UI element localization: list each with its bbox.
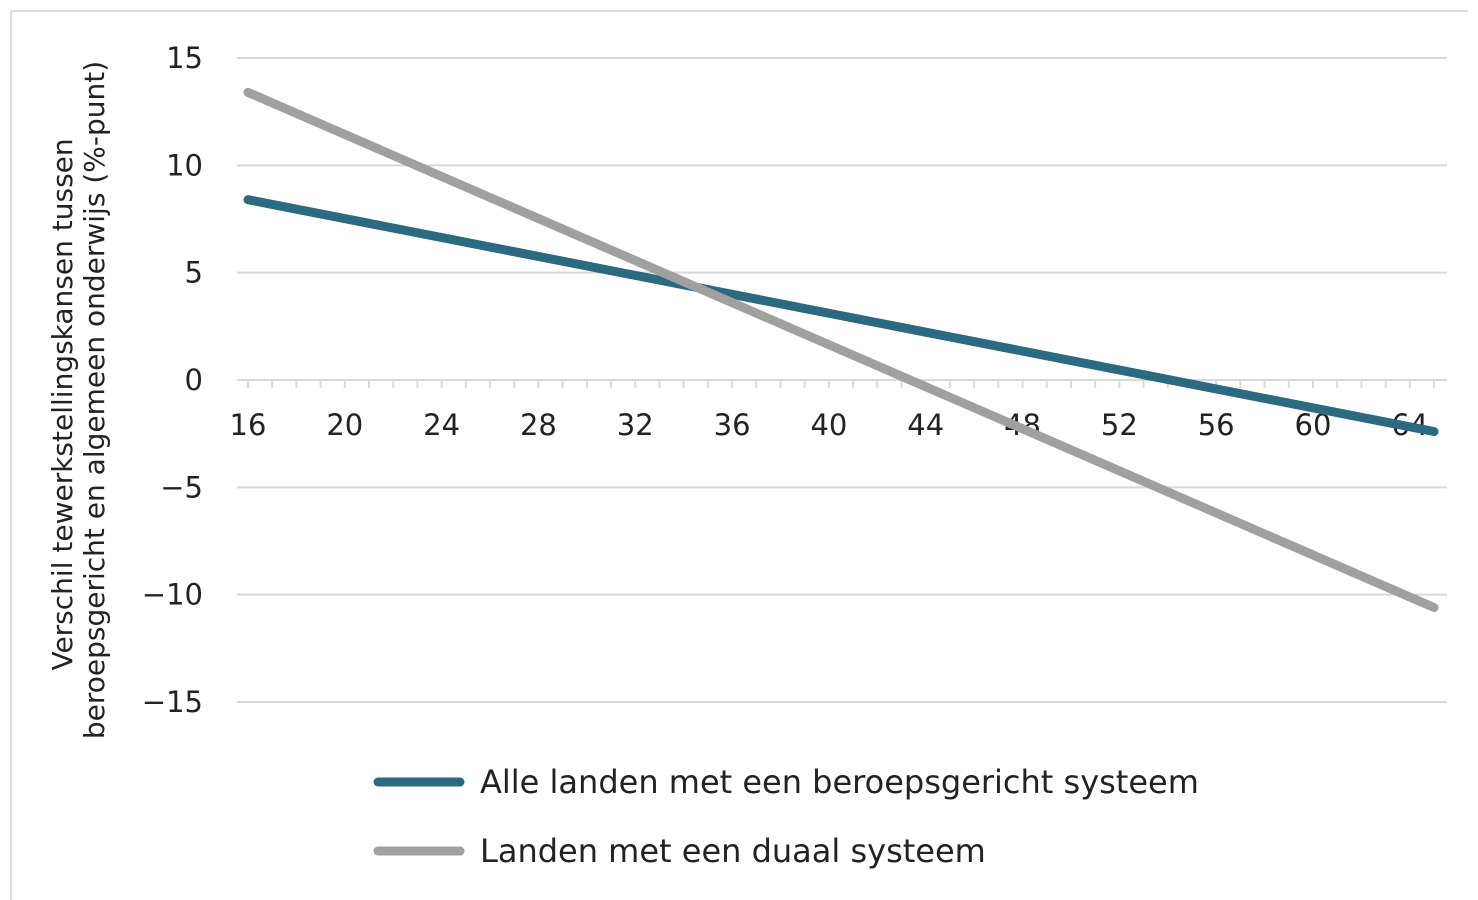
y-axis-title: Verschil tewerkstellingskansen tussen be… <box>46 61 111 739</box>
y-axis-title-line-2: beroepsgericht en algemeen onderwijs (%-… <box>78 61 111 739</box>
x-tick-label: 56 <box>1198 408 1235 442</box>
series-line-2 <box>243 87 1439 613</box>
series-lines <box>243 87 1439 613</box>
x-tick-label: 36 <box>714 408 751 442</box>
legend-label-1: Alle landen met een beroepsgericht syste… <box>480 763 1199 801</box>
x-tick-label: 44 <box>907 408 944 442</box>
y-tick-label: 10 <box>166 148 203 182</box>
x-tick-label: 52 <box>1101 408 1138 442</box>
y-axis-title-line-1: Verschil tewerkstellingskansen tussen <box>46 138 79 670</box>
x-tick-label: 20 <box>326 408 363 442</box>
y-tick-label: 15 <box>166 41 203 75</box>
series-line-1 <box>243 195 1439 437</box>
x-tick-label: 28 <box>520 408 557 442</box>
legend-label-2: Landen met een duaal systeem <box>480 832 986 870</box>
x-axis: 16 20 24 28 32 36 40 44 48 52 56 60 64 <box>230 379 1447 442</box>
y-axis-tick-labels: 15 10 5 0 −5 −10 −15 <box>142 41 203 719</box>
grid-lines <box>237 57 1447 703</box>
y-tick-label: −5 <box>160 470 203 504</box>
x-tick-label: 16 <box>230 408 267 442</box>
legend: Alle landen met een beroepsgericht syste… <box>373 763 1199 870</box>
chart-frame <box>10 10 1468 900</box>
y-tick-label: 5 <box>185 256 203 290</box>
y-tick-label: 0 <box>185 363 203 397</box>
y-tick-label: −15 <box>142 685 203 719</box>
x-tick-label: 24 <box>423 408 460 442</box>
x-tick-label: 40 <box>810 408 847 442</box>
x-tick-label: 32 <box>617 408 654 442</box>
y-tick-label: −10 <box>142 578 203 612</box>
